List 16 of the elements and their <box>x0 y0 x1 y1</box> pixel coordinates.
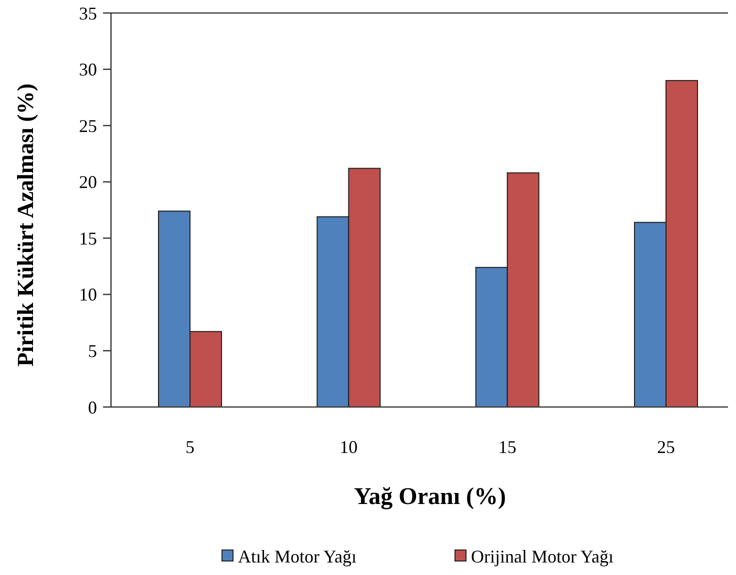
y-tick-label: 30 <box>79 60 97 80</box>
x-tick-label: 15 <box>498 437 516 457</box>
y-tick-label: 15 <box>79 228 97 248</box>
y-tick-label: 25 <box>79 116 97 136</box>
y-tick-label: 20 <box>79 172 97 192</box>
legend-label: Atık Motor Yağı <box>238 546 357 566</box>
x-tick-label: 5 <box>186 437 194 457</box>
y-axis-title: Piritik Kükürt Azalması (%) <box>13 83 38 367</box>
y-tick-label: 35 <box>79 3 97 24</box>
y-tick-label: 0 <box>88 397 97 418</box>
y-tick-label: 5 <box>88 341 97 362</box>
x-tick-label: 10 <box>340 437 358 457</box>
legend-label: Orijinal Motor Yağı <box>471 546 614 566</box>
y-tick-label: 10 <box>79 284 97 305</box>
x-tick-label: 25 <box>657 437 675 457</box>
x-axis-title: Yağ Oranı (%) <box>354 484 506 510</box>
